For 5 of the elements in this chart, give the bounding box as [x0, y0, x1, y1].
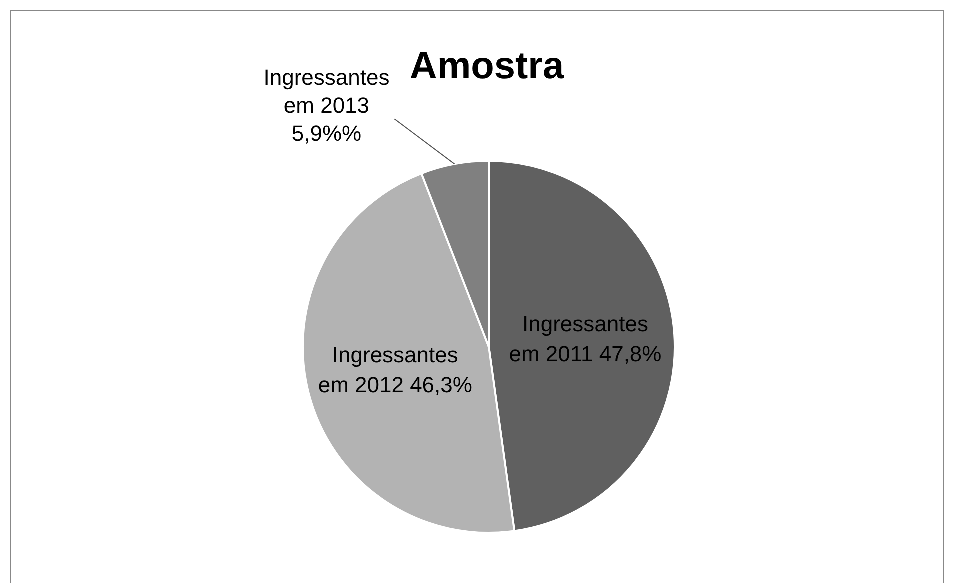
slice-label: Ingressantes em 2013: [264, 65, 390, 118]
slice-label: Ingressantes em 2011 47,8%: [509, 311, 662, 366]
chart-title: Amostra: [410, 45, 565, 88]
data-label: 5,9%%: [292, 121, 362, 146]
slice-label: Ingressantes em 2012 46,3%: [318, 342, 472, 398]
